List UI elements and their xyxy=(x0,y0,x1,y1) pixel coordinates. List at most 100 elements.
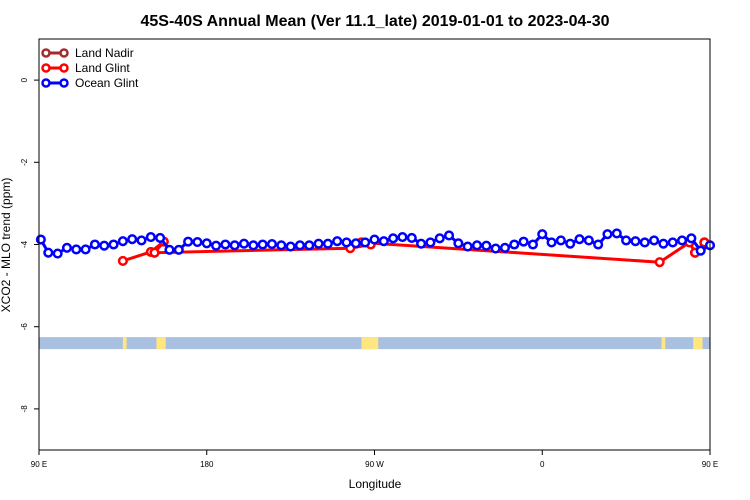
ocean-glint-point xyxy=(667,237,678,248)
ocean-glint-point xyxy=(117,236,128,247)
ocean-glint-point xyxy=(192,236,203,248)
ocean-glint-point xyxy=(462,241,473,252)
ocean-glint-point xyxy=(602,229,613,240)
y-tick-label: 0 xyxy=(20,77,29,82)
land-glint-point xyxy=(654,257,665,268)
ocean-glint-point xyxy=(173,244,184,255)
legend-ocean-glint-label: Ocean Glint xyxy=(75,76,139,90)
ocean-glint-point xyxy=(136,235,147,246)
ocean-glint-point xyxy=(676,235,688,246)
ocean-glint-point xyxy=(80,244,91,255)
ocean-glint-point xyxy=(527,239,538,250)
x-tick-label: 180 xyxy=(200,460,214,469)
ocean-glint-point xyxy=(481,240,492,251)
ocean-glint-point xyxy=(658,238,669,249)
ocean-glint-point xyxy=(444,230,455,241)
ocean-glint-point xyxy=(322,238,333,249)
ocean-glint-point xyxy=(201,238,212,249)
ocean-glint-point xyxy=(248,240,259,251)
land-mask-segment xyxy=(156,337,166,350)
ocean-glint-point xyxy=(108,239,119,250)
ocean-glint-point xyxy=(509,239,520,250)
ocean-glint-point xyxy=(229,240,240,251)
land-mask-segment xyxy=(122,337,127,350)
ocean-glint-point xyxy=(183,236,194,247)
ocean-glint-point xyxy=(369,234,380,245)
ocean-glint-point xyxy=(360,237,371,248)
y-axis-label: XCO2 - MLO trend (ppm) xyxy=(0,178,13,313)
ocean-glint-point xyxy=(593,239,604,250)
ocean-glint-point xyxy=(555,235,566,246)
ocean-glint-point xyxy=(35,234,46,245)
ocean-glint-point xyxy=(574,234,585,245)
x-tick-label: 0 xyxy=(540,460,545,469)
ocean-glint-point xyxy=(155,232,166,243)
ocean-glint-point xyxy=(639,237,650,248)
ocean-glint-point xyxy=(695,245,706,256)
ocean-glint-point xyxy=(257,239,268,250)
ocean-glint-point xyxy=(71,244,82,255)
ocean-glint-point xyxy=(313,238,324,249)
y-tick-label: -6 xyxy=(20,323,29,331)
ocean-glint-point xyxy=(127,234,138,245)
ocean-glint-point xyxy=(630,236,641,247)
ocean-glint-point xyxy=(546,237,557,248)
ocean-glint-point xyxy=(490,243,501,254)
legend-ocean-glint-marker xyxy=(41,78,51,88)
legend-land-nadir-label: Land Nadir xyxy=(75,46,134,60)
ocean-glint-point xyxy=(304,240,315,251)
ocean-glint-point xyxy=(434,233,445,244)
x-tick-label: 90 E xyxy=(31,460,47,469)
ocean-glint-point xyxy=(52,248,63,259)
x-axis: 90 E 180 90 W 0 90 E xyxy=(31,450,718,469)
legend-land-nadir-marker xyxy=(59,48,69,58)
land-mask-segment xyxy=(693,337,703,350)
ocean-glint-point xyxy=(471,240,483,251)
ocean-glint-point xyxy=(266,239,278,250)
ocean-glint-point xyxy=(61,242,73,253)
legend-land-glint-label: Land Glint xyxy=(75,61,130,75)
ocean-glint-point xyxy=(499,242,511,253)
ocean-glint-point xyxy=(406,232,417,243)
ocean-glint-point xyxy=(453,238,464,249)
ocean-glint-point xyxy=(43,247,54,258)
ocean-glint-point xyxy=(145,232,156,243)
ocean-glint-point xyxy=(238,238,250,249)
x-tick-label: 90 E xyxy=(702,460,718,469)
ocean-glint-point xyxy=(388,233,399,244)
ocean-glint-point xyxy=(611,228,622,239)
ocean-glint-point xyxy=(89,239,100,250)
y-tick-label: -8 xyxy=(20,405,29,413)
ocean-glint-point xyxy=(416,238,427,249)
ocean-glint-point xyxy=(425,237,436,248)
ocean-glint-point xyxy=(378,236,389,247)
ocean-glint-point xyxy=(537,229,548,240)
land-mask-segment xyxy=(361,337,379,350)
legend-ocean-glint-marker xyxy=(59,78,69,88)
ocean-glint-point xyxy=(350,238,361,249)
ocean-glint-point xyxy=(285,241,296,252)
x-tick-label: 90 W xyxy=(365,460,384,469)
legend-land-glint-marker xyxy=(41,63,51,73)
ocean-glint-point xyxy=(341,237,352,248)
ocean-glint-point xyxy=(565,238,576,249)
land-glint-point xyxy=(117,255,128,266)
y-axis: 0 -2 -4 -6 -8 xyxy=(20,77,39,412)
ocean-glint-point xyxy=(397,232,408,243)
legend-land-glint-marker xyxy=(59,63,69,73)
land-glint-point xyxy=(149,247,160,258)
ocean-glint-point xyxy=(583,235,594,246)
ocean-glint-point xyxy=(621,235,632,246)
ocean-glint-point xyxy=(220,239,231,250)
ocean-glint-point xyxy=(649,235,660,246)
ocean-glint-point xyxy=(518,236,529,247)
ocean-glint-point xyxy=(164,244,175,255)
plot-area xyxy=(35,228,716,350)
ocean-glint-point xyxy=(99,240,110,251)
y-tick-label: -2 xyxy=(20,158,29,166)
y-tick-label: -4 xyxy=(20,240,29,248)
ocean-glint-point xyxy=(294,240,305,251)
ocean-glint-point xyxy=(686,233,697,244)
